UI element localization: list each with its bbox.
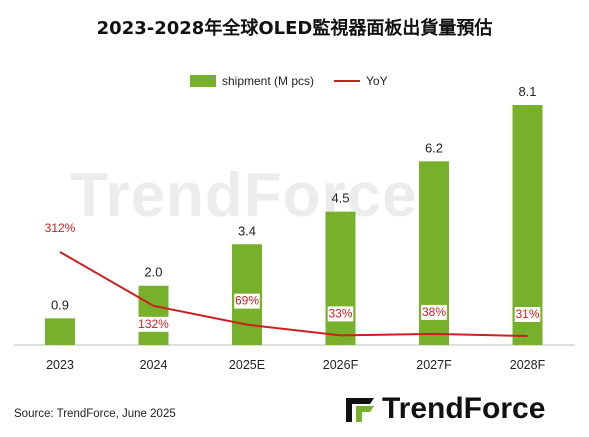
yoy-label-2024: 132%	[138, 317, 169, 331]
x-tick-label-2027F: 2027F	[416, 358, 452, 372]
bar-value-label-2027F: 6.2	[425, 140, 443, 155]
yoy-label-bg-2026F	[327, 306, 354, 322]
legend-item-shipment: shipment (M pcs)	[190, 74, 314, 88]
bar-value-label-2028F: 8.1	[518, 84, 536, 99]
bar-2023	[45, 318, 75, 345]
x-tick-label-2023: 2023	[46, 358, 74, 372]
yoy-label-bg-2028F	[514, 307, 541, 322]
x-tick-label-2026F: 2026F	[323, 358, 359, 372]
bar-2028F	[512, 105, 543, 345]
legend-bar-swatch	[190, 75, 216, 87]
yoy-line	[59, 251, 528, 337]
yoy-label-2025E: 69%	[235, 294, 259, 308]
bar-value-label-2025E: 3.4	[238, 223, 256, 238]
x-tick-label-2024: 2024	[140, 358, 168, 372]
bar-value-label-2026F: 4.5	[331, 191, 349, 206]
bar-2026F	[325, 211, 356, 345]
bar-value-label-2024: 2.0	[144, 265, 162, 280]
chart-title: 2023-2028年全球OLED監視器面板出貨量預估	[96, 18, 493, 39]
yoy-label-bg-2025E	[234, 293, 260, 309]
yoy-label-2023: 312%	[45, 221, 76, 235]
source-note: Source: TrendForce, June 2025	[14, 408, 176, 420]
yoy-label-bg-2024	[137, 316, 170, 332]
yoy-label-2027F: 38%	[422, 305, 446, 319]
legend-item-yoy: YoY	[334, 74, 388, 88]
yoy-label-bg-2027F	[421, 304, 447, 320]
logo-text: TrendForce	[382, 392, 546, 425]
yoy-label-2028F: 31%	[515, 307, 539, 321]
watermark: TrendForce	[70, 161, 418, 230]
trendforce-logo-icon	[346, 398, 374, 422]
x-tick-label-2025E: 2025E	[229, 358, 265, 372]
bar-value-label-2023: 0.9	[51, 297, 69, 312]
legend: shipment (M pcs) YoY	[190, 74, 402, 88]
yoy-label-2026F: 33%	[328, 306, 352, 320]
legend-shipment-label: shipment (M pcs)	[222, 74, 315, 88]
legend-yoy-label: YoY	[366, 74, 388, 88]
x-tick-label-2028F: 2028F	[510, 358, 546, 372]
legend-line-swatch	[334, 80, 361, 82]
trendforce-logo: TrendForce	[344, 392, 545, 426]
bar-2024	[138, 285, 169, 345]
